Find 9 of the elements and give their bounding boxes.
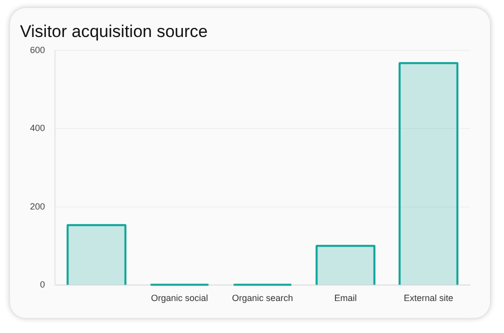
chart-title: Visitor acquisition source [20, 22, 208, 41]
x-tick-label: Organic search [232, 293, 294, 304]
y-tick-label: 0 [40, 280, 46, 290]
x-tick-label: Email [334, 293, 357, 304]
y-tick-label: 200 [30, 201, 46, 212]
x-tick-label: External site [404, 293, 454, 304]
y-tick-label: 400 [30, 123, 46, 134]
y-tick-label: 600 [30, 44, 46, 55]
x-tick-label: Organic social [150, 293, 208, 304]
